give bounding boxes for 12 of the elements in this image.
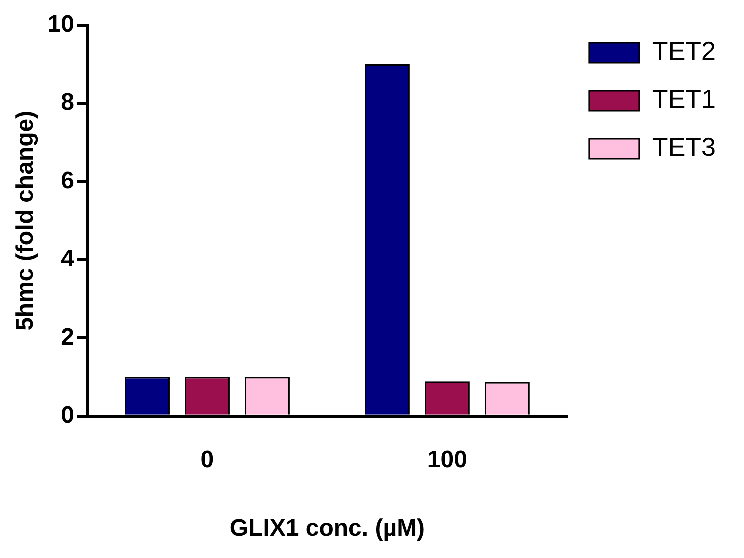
y-tick-label: 8 <box>61 89 74 116</box>
x-tick-label: 100 <box>427 446 468 474</box>
y-tick-label: 4 <box>61 246 76 273</box>
y-tick-label: 10 <box>48 11 74 38</box>
legend-label: TET3 <box>652 132 716 162</box>
y-tick-label: 2 <box>61 324 74 351</box>
y-tick-label: 6 <box>61 167 74 194</box>
y-tick-label: 0 <box>61 402 74 430</box>
legend-label: TET1 <box>652 84 716 114</box>
y-axis-title: 5hmc (fold change) <box>12 110 40 331</box>
x-axis-title: GLIX1 conc. (µM) <box>230 515 426 542</box>
legend-label: TET2 <box>652 36 716 66</box>
